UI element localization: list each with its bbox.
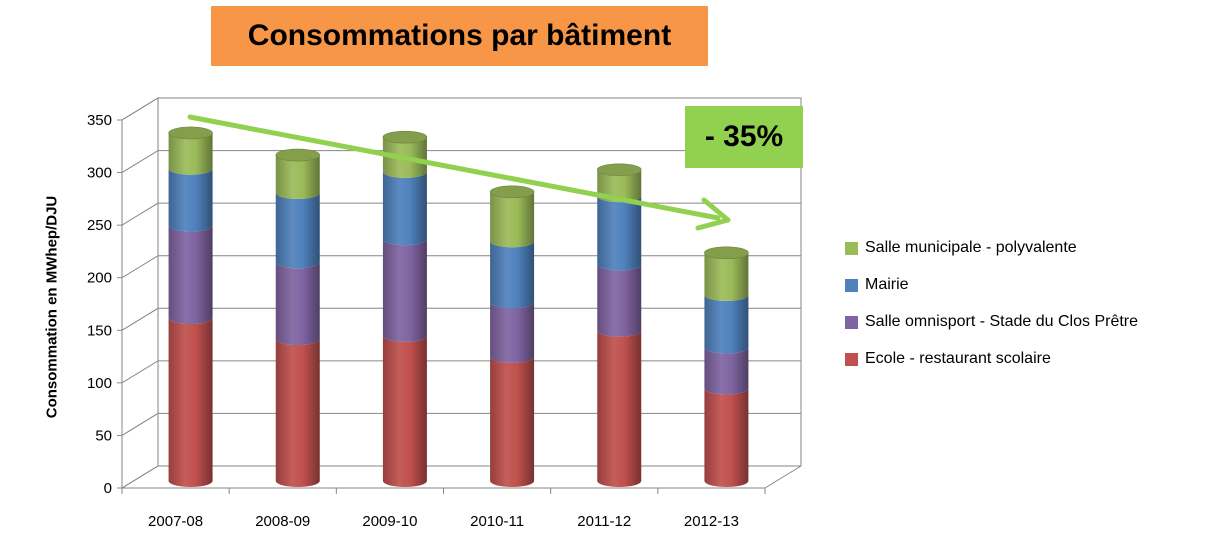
bar-mairie-2007-08 xyxy=(168,168,213,232)
legend: Salle municipale - polyvalente Mairie Sa… xyxy=(845,236,1138,384)
x-tick-label: 2007-08 xyxy=(148,513,203,530)
legend-label-ecole: Ecole - restaurant scolaire xyxy=(865,350,1051,367)
trend-arrow xyxy=(187,114,731,231)
chart-title-box: Consommations par bâtiment xyxy=(211,6,708,66)
bar-top-cap-2011-12 xyxy=(596,163,642,177)
y-tick-label: 0 xyxy=(104,480,112,497)
legend-label-mairie: Mairie xyxy=(865,276,909,293)
bar-ecole-restaurant-scolaire-2011-12 xyxy=(597,330,642,488)
stacked-bars xyxy=(168,126,749,488)
bar-salle-omnisport-stade-du-clos-pretre-2008-09 xyxy=(275,262,320,346)
bar-salle-omnisport-stade-du-clos-pretre-2009-10 xyxy=(382,239,427,342)
bar-top-cap-2012-13 xyxy=(704,246,749,260)
bar-salle-municipale-polyvalente-2012-13 xyxy=(704,252,749,301)
bar-top-cap-2010-11 xyxy=(489,185,535,199)
bar-mairie-2008-09 xyxy=(275,192,320,269)
bar-ecole-restaurant-scolaire-2010-11 xyxy=(490,356,535,487)
legend-item-salle-omnisport: Salle omnisport - Stade du Clos Prêtre xyxy=(845,310,1138,334)
bar-ecole-restaurant-scolaire-2012-13 xyxy=(704,388,749,488)
bar-stack-2012-13 xyxy=(704,246,749,488)
bar-top-cap-2008-09 xyxy=(275,148,321,162)
gridline xyxy=(121,255,801,279)
legend-swatch-salle-municipale xyxy=(845,241,858,255)
bar-mairie-2009-10 xyxy=(382,171,427,246)
gridline xyxy=(121,307,801,331)
bar-mairie-2010-11 xyxy=(490,241,535,309)
bar-stack-2010-11 xyxy=(489,185,535,487)
bar-salle-omnisport-stade-du-clos-pretre-2012-13 xyxy=(704,347,749,395)
bar-ecole-restaurant-scolaire-2007-08 xyxy=(168,318,213,488)
bar-ecole-restaurant-scolaire-2008-09 xyxy=(275,339,320,488)
chart-title: Consommations par bâtiment xyxy=(247,19,672,52)
y-tick-label: 150 xyxy=(87,322,112,339)
bar-ecole-restaurant-scolaire-2009-10 xyxy=(382,335,427,488)
trend-arrow-head xyxy=(695,197,731,231)
x-tick-label: 2008-09 xyxy=(255,513,310,530)
x-tick-label: 2010-11 xyxy=(470,513,524,530)
legend-label-salle-omnisport: Salle omnisport - Stade du Clos Prêtre xyxy=(865,313,1139,330)
gridline xyxy=(121,465,801,489)
bar-mairie-2012-13 xyxy=(704,294,749,354)
gridline xyxy=(121,150,801,173)
x-tick-label: 2009-10 xyxy=(362,513,417,530)
bar-salle-municipale-polyvalente-2008-09 xyxy=(275,155,320,199)
y-tick-label: 200 xyxy=(87,270,112,287)
y-tick-label: 50 xyxy=(95,427,112,444)
bar-stack-2009-10 xyxy=(382,130,428,488)
y-axis-label: Consommation en MWhep/DJU xyxy=(43,195,61,419)
side-wall xyxy=(121,97,159,489)
axes xyxy=(117,119,802,494)
bar-mairie-2011-12 xyxy=(597,196,642,271)
bar-salle-municipale-polyvalente-2010-11 xyxy=(490,191,535,248)
y-tick-label: 250 xyxy=(87,217,112,234)
gridline xyxy=(121,412,801,436)
x-tick-labels: 2007-08 2008-09 2009-10 2010-11 2011-12 2012-… xyxy=(148,513,739,530)
bar-salle-omnisport-stade-du-clos-pretre-2010-11 xyxy=(490,302,535,363)
legend-swatch-ecole xyxy=(845,352,858,366)
bar-salle-municipale-polyvalente-2007-08 xyxy=(168,132,213,175)
bar-salle-omnisport-stade-du-clos-pretre-2011-12 xyxy=(597,264,642,337)
bar-salle-omnisport-stade-du-clos-pretre-2007-08 xyxy=(168,225,213,325)
bar-stack-2011-12 xyxy=(596,163,642,488)
gridline xyxy=(121,360,801,384)
legend-item-mairie: Mairie xyxy=(845,273,1138,297)
legend-item-salle-municipale: Salle municipale - polyvalente xyxy=(845,236,1138,260)
bar-stack-2008-09 xyxy=(275,148,321,488)
legend-swatch-salle-omnisport xyxy=(845,315,858,329)
y-tick-label: 350 xyxy=(87,112,112,129)
legend-label-salle-municipale: Salle municipale - polyvalente xyxy=(865,239,1077,256)
x-tick-label: 2011-12 xyxy=(577,513,631,530)
gridlines xyxy=(121,97,801,489)
gridline xyxy=(121,97,801,121)
bar-top-cap-2007-08 xyxy=(168,126,213,140)
legend-swatch-mairie xyxy=(845,278,858,292)
trend-arrow-shaft xyxy=(187,114,721,221)
floor-right-edge xyxy=(764,465,802,489)
gridline xyxy=(121,202,801,226)
reduction-badge-label: - 35% xyxy=(704,120,784,153)
y-tick-label: 100 xyxy=(87,375,112,392)
legend-item-ecole: Ecole - restaurant scolaire xyxy=(845,347,1138,371)
bar-stack-2007-08 xyxy=(168,126,213,488)
reduction-badge: - 35% xyxy=(685,106,803,168)
bar-salle-municipale-polyvalente-2011-12 xyxy=(597,169,642,203)
y-tick-labels: 0 50 100 150 200 250 300 350 xyxy=(87,112,112,497)
bar-top-cap-2009-10 xyxy=(382,130,428,144)
y-tick-label: 300 xyxy=(87,165,112,182)
x-tick-label: 2012-13 xyxy=(684,513,739,530)
